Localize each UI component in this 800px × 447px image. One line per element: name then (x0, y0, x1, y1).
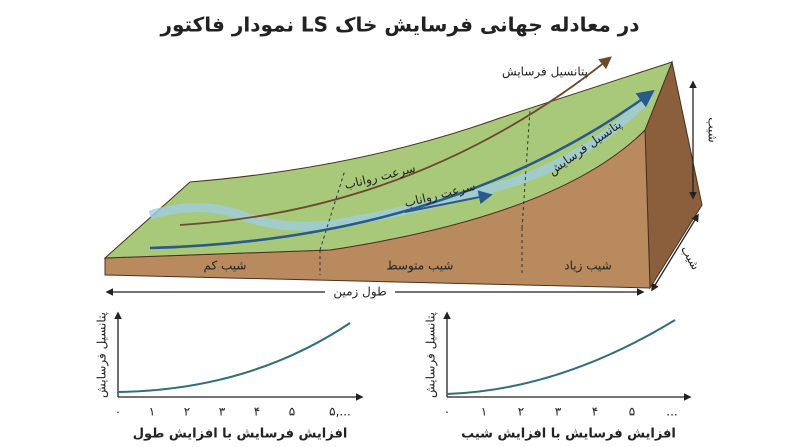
slope-label: شیب (706, 117, 720, 142)
x-tick-label: ۰ (444, 405, 450, 419)
length-label: طول زمین (333, 285, 386, 300)
y-axis-label: پتانسیل فرسایش (95, 312, 110, 398)
x-tick-label: ۳ (555, 405, 562, 419)
zone-label: شیب زیاد (564, 259, 611, 274)
charts: پتانسیل فرسایش ۰ ۱ ۲ ۳ ۴ ۵ ۵,... افزایش فرسایش ب… (95, 311, 692, 442)
side-slope-label: شیب (678, 243, 703, 272)
zone-label: شیب کم (204, 259, 247, 273)
x-tick-label: ... (666, 405, 677, 419)
x-tick-label: ۲ (518, 405, 524, 419)
title: نمودار فاکتور LS در معادله جهانی فرسایش … (159, 13, 639, 37)
y-axis-label: پتانسیل فرسایش (424, 312, 439, 398)
curve (117, 322, 351, 393)
erosion-arrow-label: پتانسیل فرسایش (502, 65, 588, 80)
label-bg (325, 283, 395, 301)
zone-label: شیب متوسط (387, 259, 454, 274)
x-tick-label: ۱ (149, 405, 155, 419)
x-tick-label: ۵ (289, 405, 295, 419)
x-tick-label: ۳ (219, 405, 226, 419)
x-axis-label: افزایش فرسایش با افزایش شیب (461, 427, 676, 442)
x-tick-label: ۰ (115, 405, 121, 419)
x-axis-label: افزایش فرسایش با افزایش طول (133, 427, 348, 442)
x-tick-label: ۴ (592, 405, 598, 419)
x-tick-label: ۴ (254, 405, 260, 419)
terrain (103, 56, 703, 290)
x-tick-label: ۱ (481, 405, 487, 419)
x-tick-label: ۲ (184, 405, 190, 419)
curve (446, 319, 676, 395)
x-tick-label: ۵ (629, 405, 635, 419)
side-slope-arrow (651, 213, 699, 292)
x-tick-label: ۵,... (329, 405, 351, 419)
